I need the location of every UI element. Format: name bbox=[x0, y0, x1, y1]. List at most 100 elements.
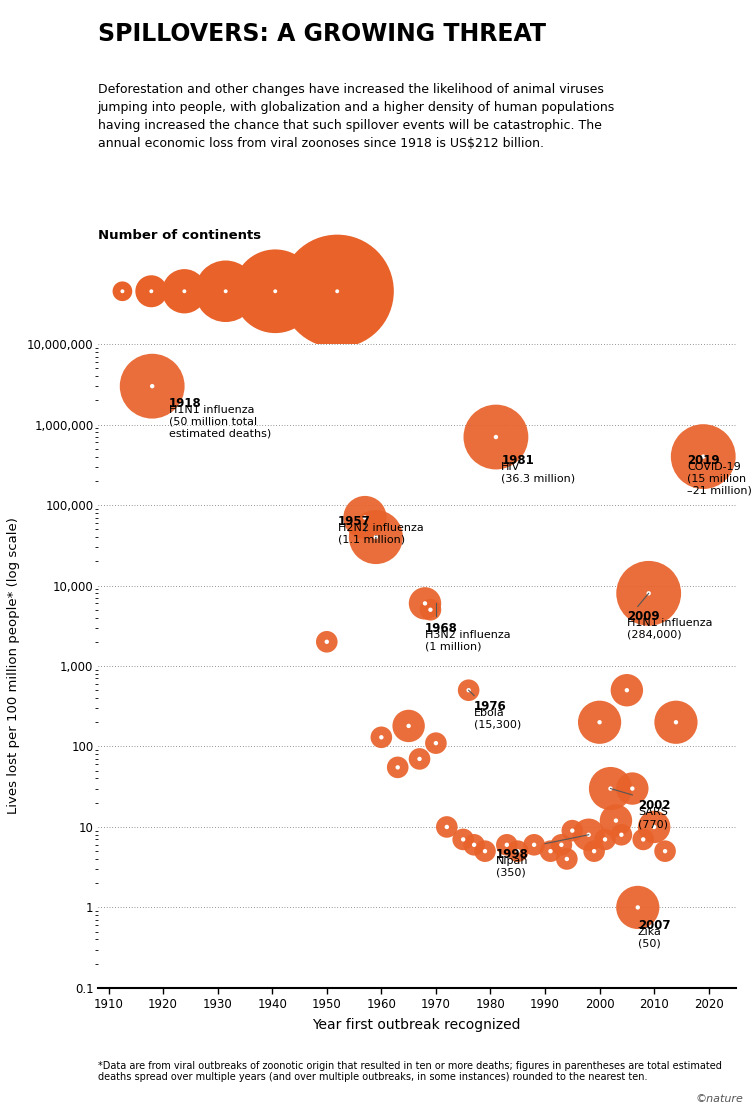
Point bbox=[588, 842, 600, 860]
Point bbox=[468, 836, 480, 854]
Point bbox=[331, 282, 343, 300]
Text: 2002: 2002 bbox=[638, 799, 671, 813]
Point bbox=[556, 836, 568, 854]
Point bbox=[670, 714, 682, 731]
Point bbox=[479, 842, 491, 860]
Point bbox=[615, 826, 627, 844]
Text: 4: 4 bbox=[222, 362, 230, 375]
Point bbox=[583, 826, 595, 844]
Point bbox=[403, 717, 415, 735]
Point bbox=[593, 714, 605, 731]
Point bbox=[588, 842, 600, 860]
Text: HIV
(36.3 million): HIV (36.3 million) bbox=[502, 462, 575, 484]
Point bbox=[544, 842, 556, 860]
Text: 1981: 1981 bbox=[502, 454, 534, 467]
Point bbox=[321, 633, 333, 650]
Text: Number of continents: Number of continents bbox=[98, 229, 261, 242]
Text: 1957: 1957 bbox=[338, 515, 370, 528]
Point bbox=[632, 898, 644, 916]
Point bbox=[610, 811, 622, 829]
Point bbox=[637, 830, 649, 848]
Text: 2009: 2009 bbox=[627, 609, 659, 623]
Point bbox=[270, 282, 282, 300]
Text: 1976: 1976 bbox=[474, 699, 507, 713]
Text: H2N2 influenza
(1.1 million): H2N2 influenza (1.1 million) bbox=[338, 523, 424, 545]
Point bbox=[561, 850, 573, 868]
Point bbox=[643, 585, 655, 603]
Point bbox=[643, 585, 655, 603]
Point bbox=[501, 836, 513, 854]
Point bbox=[146, 377, 158, 395]
Point bbox=[605, 779, 617, 797]
Point bbox=[370, 528, 382, 546]
Text: 3: 3 bbox=[180, 362, 189, 375]
Text: 2007: 2007 bbox=[638, 919, 671, 932]
Text: H1N1 influenza
(284,000): H1N1 influenza (284,000) bbox=[627, 618, 713, 639]
Point bbox=[424, 601, 436, 618]
Point bbox=[544, 842, 556, 860]
Point bbox=[392, 758, 404, 776]
Point bbox=[479, 842, 491, 860]
Point bbox=[501, 836, 513, 854]
Point bbox=[648, 818, 660, 836]
Point bbox=[659, 842, 671, 860]
Point bbox=[414, 750, 426, 768]
Point bbox=[179, 282, 191, 300]
Point bbox=[359, 508, 371, 526]
Point bbox=[179, 282, 191, 300]
Point bbox=[419, 595, 431, 613]
Point bbox=[116, 282, 128, 300]
Point bbox=[463, 682, 475, 699]
Point bbox=[621, 682, 633, 699]
Point bbox=[621, 682, 633, 699]
Point bbox=[220, 282, 232, 300]
Point bbox=[468, 836, 480, 854]
Point bbox=[419, 595, 431, 613]
X-axis label: Year first outbreak recognized: Year first outbreak recognized bbox=[312, 1018, 521, 1032]
Point bbox=[670, 714, 682, 731]
Point bbox=[430, 734, 442, 751]
Point bbox=[511, 842, 523, 860]
Point bbox=[321, 633, 333, 650]
Point bbox=[659, 842, 671, 860]
Point bbox=[441, 818, 453, 836]
Point bbox=[528, 836, 540, 854]
Point bbox=[392, 758, 404, 776]
Point bbox=[626, 779, 638, 797]
Point bbox=[414, 750, 426, 768]
Point bbox=[566, 821, 578, 839]
Point bbox=[637, 830, 649, 848]
Point bbox=[599, 830, 611, 848]
Text: Nipah
(350): Nipah (350) bbox=[496, 856, 529, 878]
Point bbox=[463, 682, 475, 699]
Point bbox=[270, 282, 282, 300]
Text: Ebola
(15,300): Ebola (15,300) bbox=[474, 708, 521, 729]
Point bbox=[116, 282, 128, 300]
Point bbox=[370, 528, 382, 546]
Point bbox=[457, 830, 469, 848]
Text: SPILLOVERS: A GROWING THREAT: SPILLOVERS: A GROWING THREAT bbox=[98, 22, 546, 47]
Point bbox=[146, 282, 158, 300]
Point bbox=[626, 779, 638, 797]
Y-axis label: Lives lost per 100 million people* (log scale): Lives lost per 100 million people* (log … bbox=[7, 517, 20, 815]
Point bbox=[424, 601, 436, 618]
Text: 2: 2 bbox=[147, 362, 155, 375]
Point bbox=[697, 447, 709, 465]
Point bbox=[605, 779, 617, 797]
Text: 1998: 1998 bbox=[496, 848, 529, 861]
Point bbox=[331, 282, 343, 300]
Point bbox=[359, 508, 371, 526]
Text: 2019: 2019 bbox=[687, 454, 719, 467]
Text: COVID-19
(15 million
–21 million): COVID-19 (15 million –21 million) bbox=[687, 462, 751, 495]
Point bbox=[697, 447, 709, 465]
Point bbox=[441, 818, 453, 836]
Point bbox=[583, 826, 595, 844]
Point bbox=[146, 282, 158, 300]
Text: H1N1 influenza
(50 million total
estimated deaths): H1N1 influenza (50 million total estimat… bbox=[168, 405, 271, 438]
Text: ©nature: ©nature bbox=[695, 1094, 743, 1104]
Point bbox=[615, 826, 627, 844]
Point bbox=[403, 717, 415, 735]
Point bbox=[599, 830, 611, 848]
Point bbox=[556, 836, 568, 854]
Text: 1918: 1918 bbox=[168, 397, 201, 410]
